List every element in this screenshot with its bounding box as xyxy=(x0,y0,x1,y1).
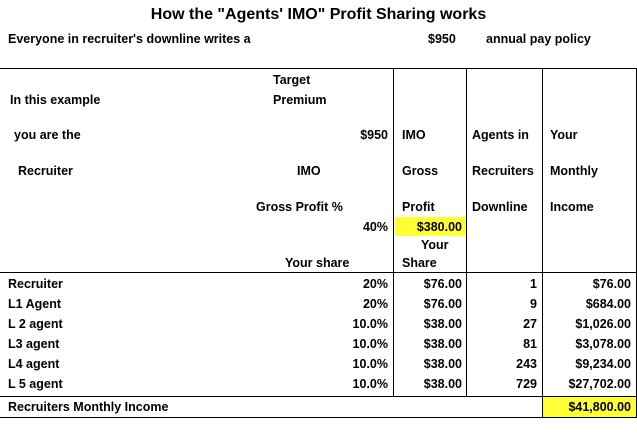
header-bottom-rule xyxy=(0,272,637,273)
row-share: $38.00 xyxy=(423,377,462,391)
header-example-label: In this example xyxy=(10,93,101,107)
gross-profit-highlight xyxy=(395,217,466,236)
col4-downline-label: Downline xyxy=(472,200,528,214)
col5-income-label: Income xyxy=(550,200,594,214)
row-income: $1,026.00 xyxy=(575,317,631,331)
row-label: L 2 agent xyxy=(8,317,63,331)
row-agents: 27 xyxy=(523,317,537,331)
total-label: Recruiters Monthly Income xyxy=(8,400,169,414)
col-divider-3 xyxy=(542,68,543,417)
sheet-title: How the "Agents' IMO" Profit Sharing wor… xyxy=(150,6,487,23)
row-pct: 20% xyxy=(362,277,388,291)
col5-monthly-label: Monthly xyxy=(550,164,598,178)
col5-your-label: Your xyxy=(550,128,578,142)
col3-share-label: Share xyxy=(402,256,437,270)
premium-label: Premium xyxy=(273,93,327,107)
gross-profit-pct-value: 40% xyxy=(362,220,388,234)
row-share: $76.00 xyxy=(423,297,462,311)
row-share: $38.00 xyxy=(423,317,462,331)
row-income: $76.00 xyxy=(592,277,631,291)
row-agents: 9 xyxy=(530,297,537,311)
header-recruiter-label: Recruiter xyxy=(18,164,73,178)
col4-recruiters-label: Recruiters xyxy=(472,164,534,178)
row-income: $3,078.00 xyxy=(575,337,631,351)
total-highlight xyxy=(542,396,636,417)
row-pct: 10.0% xyxy=(352,377,388,391)
row-pct: 10.0% xyxy=(352,317,388,331)
row-label: L3 agent xyxy=(8,337,60,351)
target-label: Target xyxy=(273,73,311,87)
row-pct: 10.0% xyxy=(352,357,388,371)
row-label: L4 agent xyxy=(8,357,60,371)
gross-profit-pct-label: Gross Profit % xyxy=(256,200,343,214)
col3-profit-label: Profit xyxy=(402,200,435,214)
total-top-rule xyxy=(0,396,637,397)
total-value: $41,800.00 xyxy=(568,400,631,414)
row-agents: 243 xyxy=(516,357,537,371)
header-you-are-label: you are the xyxy=(14,128,81,142)
gross-profit-value: $380.00 xyxy=(416,220,462,234)
col4-agents-label: Agents in xyxy=(472,128,529,142)
row-label: Recruiter xyxy=(8,277,63,291)
row-agents: 81 xyxy=(523,337,537,351)
col3-your-label: Your xyxy=(421,238,449,252)
your-share-label: Your share xyxy=(285,256,350,270)
row-pct: 20% xyxy=(362,297,388,311)
col3-gross-label: Gross xyxy=(402,164,439,178)
row-pct: 10.0% xyxy=(352,337,388,351)
row-income: $9,234.00 xyxy=(575,357,631,371)
col-divider-1 xyxy=(393,68,394,396)
row-label: L1 Agent xyxy=(8,297,62,311)
subtitle-policy: annual pay policy xyxy=(486,32,591,46)
col-divider-2 xyxy=(466,68,467,396)
row-income: $684.00 xyxy=(585,297,631,311)
row-share: $38.00 xyxy=(423,357,462,371)
col3-imo-label: IMO xyxy=(402,128,426,142)
subtitle-text: Everyone in recruiter's downline writes … xyxy=(8,32,251,46)
row-share: $38.00 xyxy=(423,337,462,351)
header-top-rule xyxy=(0,68,637,69)
premium-value: $950 xyxy=(360,128,388,142)
row-agents: 729 xyxy=(516,377,537,391)
row-label: L 5 agent xyxy=(8,377,63,391)
imo-label: IMO xyxy=(297,164,321,178)
row-share: $76.00 xyxy=(423,277,462,291)
total-bottom-rule xyxy=(0,417,637,418)
row-income: $27,702.00 xyxy=(568,377,631,391)
row-agents: 1 xyxy=(530,277,537,291)
subtitle-amount: $950 xyxy=(428,32,456,46)
